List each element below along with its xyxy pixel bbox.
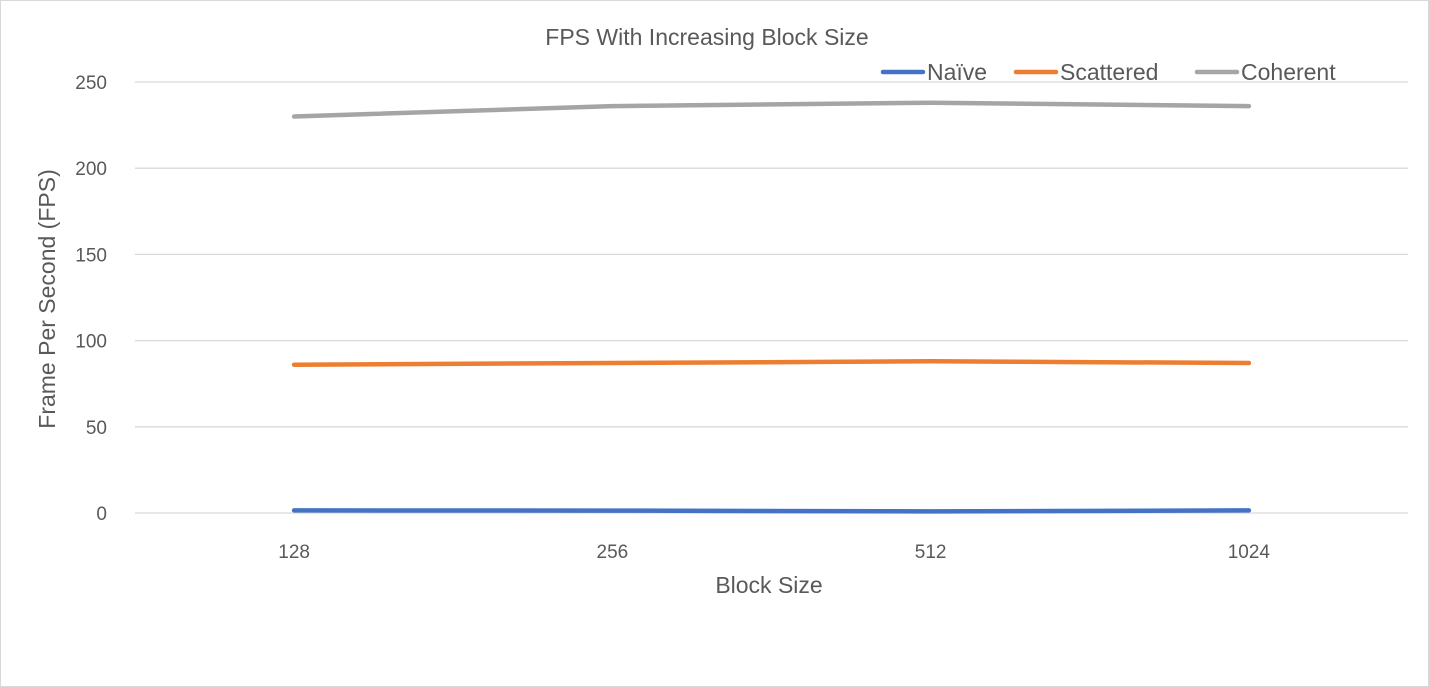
y-tick-label: 150 — [75, 245, 107, 266]
x-tick-label: 1024 — [1228, 542, 1271, 563]
y-axis-title: Frame Per Second (FPS) — [34, 169, 60, 428]
legend-label: Naïve — [927, 59, 987, 85]
y-tick-label: 250 — [75, 73, 107, 94]
gridlines — [135, 81, 1408, 514]
legend-label: Scattered — [1060, 59, 1158, 85]
x-tick-label: 512 — [915, 542, 947, 563]
legend: Naïve Scattered Coherent — [880, 59, 1336, 85]
y-tick-label: 0 — [96, 504, 107, 525]
series-line-na-ve — [291, 508, 1252, 514]
y-tick-label: 200 — [75, 159, 107, 180]
legend-label: Coherent — [1241, 59, 1336, 85]
series-lines — [291, 100, 1252, 514]
series-line-coherent — [291, 100, 1252, 119]
x-tick-label: 128 — [278, 542, 310, 563]
y-tick-label: 100 — [75, 332, 107, 353]
x-tick-label: 256 — [597, 542, 629, 563]
x-axis-title: Block Size — [715, 572, 822, 598]
y-tick-label: 50 — [86, 418, 107, 439]
chart-title: FPS With Increasing Block Size — [545, 24, 868, 50]
series-line-scattered — [291, 359, 1252, 367]
y-axis-ticks: 0 50 100 150 200 250 — [75, 73, 107, 525]
x-axis-ticks: 128 256 512 1024 — [278, 542, 1270, 563]
